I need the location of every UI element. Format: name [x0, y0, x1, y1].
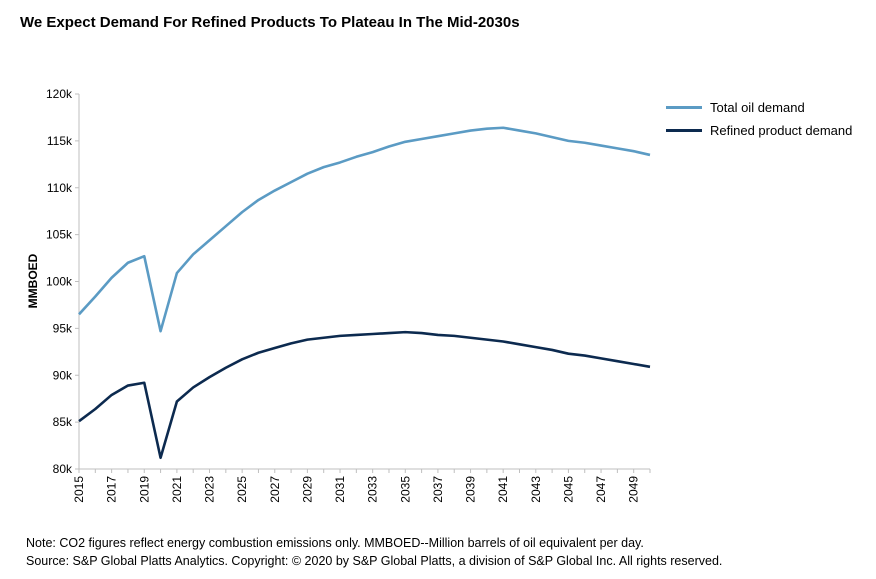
- x-tick-label: 2031: [333, 476, 347, 503]
- legend-label-total: Total oil demand: [710, 100, 805, 115]
- x-tick-label: 2033: [366, 476, 380, 503]
- x-tick-label: 2045: [561, 476, 575, 503]
- y-tick-label: 110k: [47, 181, 73, 195]
- chart-legend: Total oil demand Refined product demand: [666, 96, 852, 142]
- x-tick-label: 2047: [594, 476, 608, 503]
- x-tick-label: 2043: [529, 476, 543, 503]
- x-tick-label: 2027: [268, 476, 282, 503]
- footer-source: Source: S&P Global Platts Analytics. Cop…: [26, 554, 723, 568]
- x-tick-label: 2041: [496, 476, 510, 503]
- x-tick-label: 2015: [72, 476, 86, 503]
- y-tick-label: 120k: [46, 87, 73, 101]
- x-tick-label: 2029: [300, 476, 314, 503]
- y-tick-label: 115k: [47, 134, 73, 148]
- legend-label-refined: Refined product demand: [710, 123, 853, 138]
- legend-item-total: Total oil demand: [666, 96, 852, 119]
- legend-item-refined: Refined product demand: [666, 119, 852, 142]
- x-tick-label: 2035: [398, 476, 412, 503]
- x-tick-label: 2025: [235, 476, 249, 503]
- y-tick-label: 85k: [53, 415, 73, 429]
- series-line-refined-product-demand: [78, 330, 651, 460]
- legend-swatch-refined: [666, 129, 702, 132]
- chart-title: We Expect Demand For Refined Products To…: [20, 14, 520, 31]
- footer-note: Note: CO2 figures reflect energy combust…: [26, 536, 644, 550]
- x-tick-label: 2039: [464, 476, 478, 503]
- x-tick-label: 2037: [431, 476, 445, 503]
- x-tick-label: 2049: [627, 476, 641, 503]
- y-axis-label: MMBOED: [26, 253, 40, 308]
- y-tick-label: 80k: [53, 462, 73, 476]
- y-tick-label: 90k: [53, 368, 73, 382]
- series-line-total-oil-demand: [78, 126, 651, 333]
- y-tick-label: 105k: [46, 228, 73, 242]
- chart-axes: 80k 85k 90k 95k 100k 105k 110k 115k 120k 2015 2017…: [46, 87, 651, 503]
- x-tick-label: 2019: [137, 476, 151, 503]
- x-tick-label: 2021: [170, 476, 184, 503]
- y-tick-label: 100k: [46, 275, 73, 289]
- chart-series-layer: [78, 126, 651, 460]
- x-tick-label: 2023: [203, 476, 217, 503]
- legend-swatch-total: [666, 106, 702, 109]
- y-tick-label: 95k: [53, 321, 73, 335]
- chart-footer: Note: CO2 figures reflect energy combust…: [26, 534, 722, 570]
- x-tick-label: 2017: [105, 476, 119, 503]
